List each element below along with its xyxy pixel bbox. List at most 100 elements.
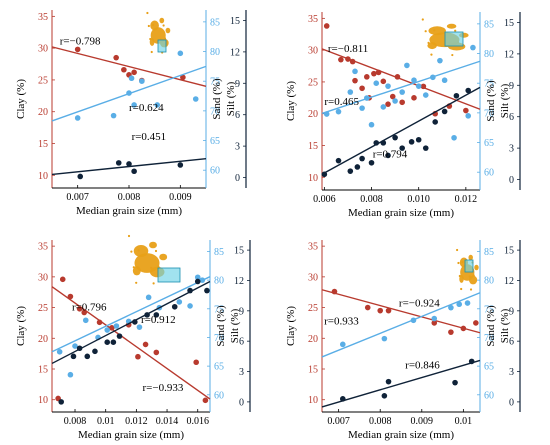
silt-axis-title: Silt (%) — [225, 81, 237, 116]
silt-tick-label: 80 — [214, 276, 224, 287]
chart-panel-bottom-right: 0.007 0.008 0.009 0.01101520253035606570758… — [285, 240, 521, 441]
x-axis-title: Median grain size (mm) — [76, 205, 182, 217]
clay-point — [380, 78, 387, 85]
map-islet — [461, 260, 464, 264]
map-islet — [157, 265, 160, 268]
x-tick-label: 0.01 — [455, 416, 473, 427]
silt-point — [126, 90, 132, 96]
clay-tick-label: 25 — [308, 303, 318, 314]
silt-tick-label: 60 — [210, 166, 220, 177]
sand-point — [399, 145, 405, 151]
sand-tick-label: 6 — [239, 337, 244, 348]
silt-point — [139, 78, 145, 84]
silt-axis-title: Silt (%) — [499, 308, 511, 343]
clay-tick-label: 30 — [38, 272, 48, 283]
silt-tick-label: 60 — [484, 390, 494, 401]
map-islet — [132, 266, 135, 269]
clay-point — [96, 319, 103, 326]
map-islet — [421, 18, 424, 21]
silt-tick-label: 70 — [214, 333, 224, 344]
silt-point — [456, 301, 463, 308]
sand-tick-label: 3 — [239, 367, 244, 378]
map-islet — [152, 23, 155, 27]
clay-point — [385, 307, 392, 314]
sand-axis-title: Sand (%) — [485, 305, 497, 347]
map-islet — [430, 53, 433, 56]
clay-tick-label: 35 — [308, 242, 318, 253]
silt-point — [194, 274, 201, 281]
x-tick-label: 0.014 — [156, 416, 179, 427]
map-islet — [150, 50, 153, 54]
clay-point — [121, 66, 127, 73]
silt-tick-label: 75 — [484, 79, 494, 90]
silt-point — [136, 324, 143, 330]
sand-tick-label: 15 — [504, 18, 514, 29]
clay-point — [394, 74, 401, 80]
sand-point — [441, 108, 448, 115]
map-study-area — [444, 31, 464, 47]
map-islet — [458, 274, 461, 278]
clay-point — [67, 293, 74, 300]
sand-tick-label: 9 — [235, 79, 240, 90]
map-islet — [147, 24, 150, 28]
silt-tick-label: 75 — [484, 304, 494, 315]
silt-tick-label: 65 — [214, 362, 224, 373]
sand-point — [194, 278, 201, 285]
clay-tick-label: 15 — [308, 365, 318, 376]
silt-point — [430, 74, 436, 81]
clay-tick-label: 10 — [38, 395, 48, 406]
silt-axis-title: Silt (%) — [499, 83, 511, 118]
silt-point — [347, 89, 354, 95]
silt-point — [335, 108, 342, 115]
sand-point — [204, 287, 210, 294]
silt-point — [422, 92, 429, 98]
clay-tick-label: 30 — [308, 272, 318, 283]
silt-point — [145, 294, 152, 301]
silt-point — [364, 95, 370, 101]
sand-point — [381, 393, 388, 399]
map-islet — [150, 266, 153, 269]
sand-fit-line — [321, 359, 481, 408]
clay-tick-label: 30 — [308, 46, 318, 57]
sand-point — [432, 119, 438, 125]
clay-point — [371, 70, 377, 77]
clay-tick-label: 15 — [308, 141, 318, 152]
clay-point — [364, 304, 371, 311]
x-tick-label: 0.012 — [125, 416, 148, 427]
silt-point — [199, 277, 206, 283]
sand-point — [77, 173, 84, 180]
sand-tick-label: 15 — [234, 246, 244, 257]
map-islet — [472, 274, 475, 277]
silt-point — [381, 335, 388, 342]
sand-point — [58, 399, 65, 405]
clay-axis-title: Clay (%) — [15, 79, 27, 119]
silt-point — [154, 102, 161, 108]
clay-point — [349, 58, 356, 65]
sand-point — [187, 287, 193, 294]
clay-point — [180, 74, 186, 81]
silt-point — [131, 102, 137, 108]
x-tick-label: 0.007 — [66, 192, 89, 203]
map-islet — [127, 234, 131, 238]
map-land-blob — [165, 27, 171, 34]
clay-point — [323, 23, 330, 29]
clay-point — [389, 93, 396, 100]
silt-tick-label: 65 — [484, 138, 494, 149]
sand-tick-label: 3 — [235, 142, 240, 153]
silt-point — [451, 134, 457, 141]
silt-tick-label: 70 — [484, 333, 494, 344]
clay-point — [431, 320, 438, 326]
sand-point — [76, 345, 83, 352]
sand-point — [468, 358, 475, 365]
clay-tick-label: 25 — [38, 75, 48, 86]
silt-point — [399, 89, 405, 95]
map-land-blob — [133, 245, 149, 257]
clay-point — [135, 353, 141, 360]
silt-point — [67, 371, 74, 378]
silt-point — [110, 112, 117, 119]
silt-point — [74, 115, 81, 121]
clay-point — [142, 341, 149, 348]
silt-point — [82, 317, 89, 324]
clay-point — [377, 307, 384, 314]
clay-r-annotation: r=−0.933 — [143, 382, 184, 394]
